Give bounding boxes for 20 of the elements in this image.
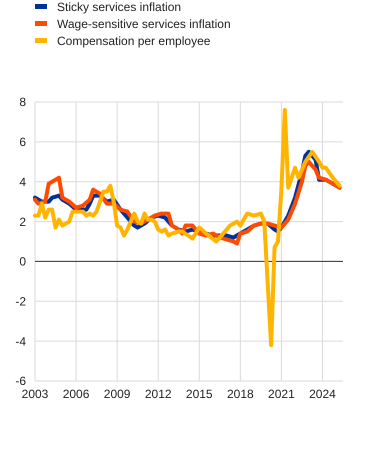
legend-label: Wage-sensitive services inflation [57, 17, 231, 32]
y-tick-label: 4 [19, 174, 26, 189]
x-tick-label: 2012 [144, 387, 172, 401]
x-tick-label: 2009 [104, 387, 131, 401]
line-series [33, 108, 342, 348]
x-tick-label: 2018 [226, 387, 254, 401]
y-tick-label: -6 [15, 374, 26, 388]
x-tick-label: 2024 [309, 387, 336, 401]
y-tick-label: 6 [19, 135, 26, 150]
y-tick-label: 8 [19, 95, 26, 110]
x-tick-label: 2015 [186, 387, 213, 401]
x-tick-label: 2021 [268, 387, 296, 401]
y-tick-label: -4 [15, 334, 26, 348]
x-tick-label: 2003 [22, 387, 49, 401]
legend-label: Compensation per employee [57, 34, 211, 48]
y-tick-label: 0 [19, 254, 26, 269]
legend-label: Sticky services inflation [57, 0, 182, 14]
x-tick-label: 2006 [62, 387, 90, 401]
y-tick-label: 2 [19, 214, 26, 229]
y-tick-label: -2 [15, 294, 26, 308]
